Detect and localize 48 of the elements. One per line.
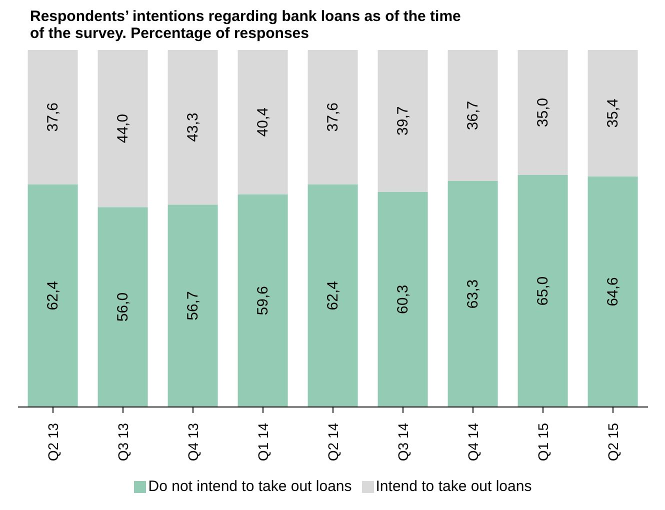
bar — [518, 174, 568, 407]
data-label: 35,0 — [534, 98, 552, 128]
data-label: 37,6 — [324, 102, 342, 132]
bar — [448, 50, 498, 182]
x-tick-label: Q2 15 — [605, 422, 621, 462]
bar — [448, 181, 498, 407]
bar — [308, 184, 358, 407]
legend-label: Do not intend to take out loans — [148, 478, 352, 495]
bar — [588, 50, 638, 176]
data-label: 65,0 — [534, 276, 552, 306]
data-label: 56,7 — [184, 291, 202, 320]
chart-title: Respondents’ intentions regarding bank loans as of the time of the survey. Percentage of responses — [30, 8, 462, 42]
bar — [378, 192, 428, 407]
bar — [28, 184, 78, 407]
x-tick-label: Q3 14 — [395, 422, 411, 462]
data-label: 64,6 — [604, 277, 622, 306]
bar — [588, 176, 638, 407]
data-label: 56,0 — [114, 292, 132, 322]
x-tick-label: Q1 15 — [535, 422, 551, 462]
bar — [238, 194, 288, 407]
bar — [28, 50, 78, 184]
bar — [518, 50, 568, 175]
data-label: 62,4 — [44, 281, 62, 310]
bar — [98, 207, 148, 407]
x-tick-label: Q3 13 — [115, 422, 131, 462]
data-label: 43,3 — [184, 112, 202, 142]
x-tick-label: Q4 14 — [465, 422, 481, 462]
x-tick-label: Q1 14 — [255, 422, 271, 462]
bar — [378, 50, 428, 192]
data-label: 59,6 — [254, 286, 272, 316]
data-label: 35,4 — [604, 98, 622, 128]
data-label: 62,4 — [324, 281, 342, 310]
x-tick-label: Q2 13 — [45, 422, 61, 462]
legend-label: Intend to take out loans — [376, 478, 532, 495]
data-label: 44,0 — [114, 114, 132, 144]
bar — [98, 50, 148, 208]
data-label: 37,6 — [44, 102, 62, 132]
bar — [238, 50, 288, 194]
data-label: 40,4 — [254, 108, 272, 137]
data-label: 63,3 — [464, 279, 482, 309]
x-tick-label: Q4 13 — [185, 422, 201, 462]
bar — [308, 50, 358, 184]
data-label: 36,7 — [464, 100, 482, 130]
bar — [168, 50, 218, 205]
data-label: 60,3 — [394, 284, 412, 314]
data-label: 39,7 — [394, 106, 412, 136]
bar — [168, 204, 218, 407]
x-tick-label: Q2 14 — [325, 422, 341, 462]
